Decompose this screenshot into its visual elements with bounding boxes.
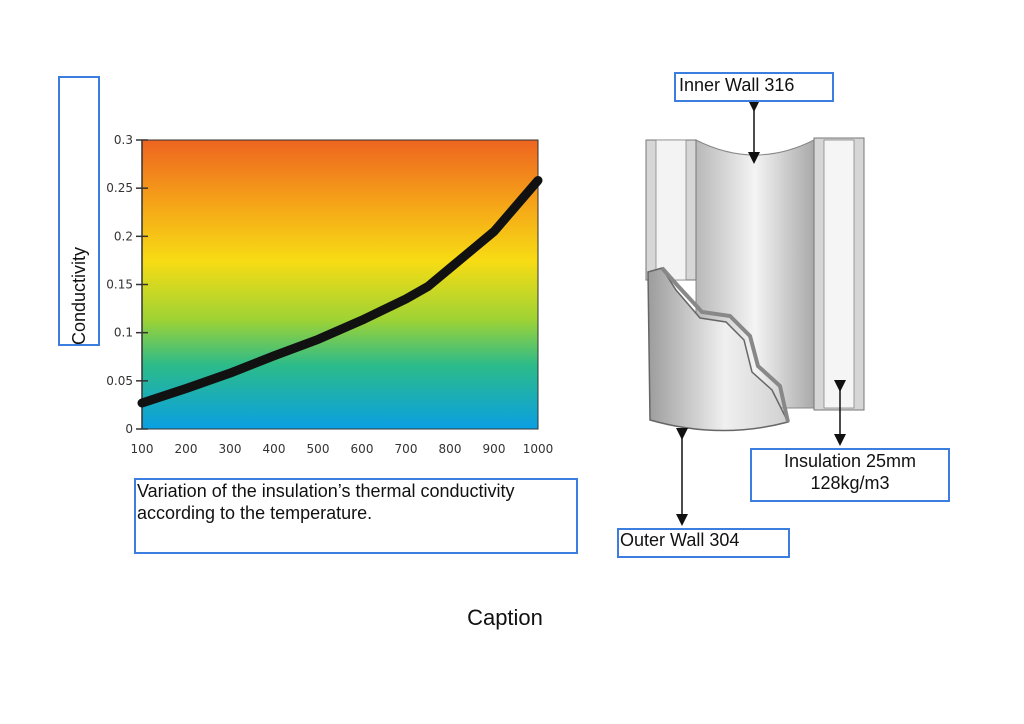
x-ticks: 100 200 300 400 500 600 700 800 900 1000 xyxy=(131,442,554,456)
y-tick-label: 0 xyxy=(125,422,133,436)
x-tick-label: 500 xyxy=(307,442,330,456)
y-tick-label: 0.1 xyxy=(114,326,133,340)
insulation-label-line1: Insulation 25mm xyxy=(783,451,917,471)
inner-wall-label: Inner Wall 316 xyxy=(679,75,795,95)
outer-wall-label: Outer Wall 304 xyxy=(620,530,740,550)
x-tick-label: 800 xyxy=(439,442,462,456)
left-insulation-gap xyxy=(655,139,687,281)
x-tick-label: 900 xyxy=(483,442,506,456)
y-tick-label: 0.15 xyxy=(106,278,133,292)
outer-wall-cutaway xyxy=(647,267,790,432)
inner-wall-label-box xyxy=(674,72,834,102)
right-insulation-gap xyxy=(823,139,855,409)
x-tick-label: 600 xyxy=(351,442,374,456)
y-tick-label: 0.2 xyxy=(114,229,133,243)
y-tick-label: 0.05 xyxy=(106,374,133,388)
x-tick-label: 100 xyxy=(131,442,154,456)
chart-caption: Variation of the insulation’s thermal co… xyxy=(137,481,515,523)
insulation-label-box xyxy=(750,448,950,502)
y-axis-label-box xyxy=(58,76,100,346)
cutaway-edge xyxy=(660,266,790,423)
x-tick-label: 700 xyxy=(395,442,418,456)
chart-caption-box xyxy=(134,478,578,554)
page-caption: Caption xyxy=(467,605,543,630)
conductivity-series-line xyxy=(137,175,543,408)
y-tick-label: 0.25 xyxy=(106,181,133,195)
y-axis-label: Conductivity xyxy=(69,246,89,345)
insulation-label: Insulation 25mm 128kg/m3 xyxy=(752,450,948,494)
double-wall-tube-diagram xyxy=(645,100,865,526)
insulation-label-line2: 128kg/m3 xyxy=(810,473,890,493)
x-tick-label: 200 xyxy=(175,442,198,456)
x-tick-label: 300 xyxy=(219,442,242,456)
x-tick-label: 1000 xyxy=(523,442,554,456)
x-tick-label: 400 xyxy=(263,442,286,456)
outer-wall-label-box xyxy=(617,528,790,558)
y-ticks: 0 0.05 0.1 0.15 0.2 0.25 0.3 xyxy=(106,133,148,436)
y-tick-label: 0.3 xyxy=(114,133,133,147)
